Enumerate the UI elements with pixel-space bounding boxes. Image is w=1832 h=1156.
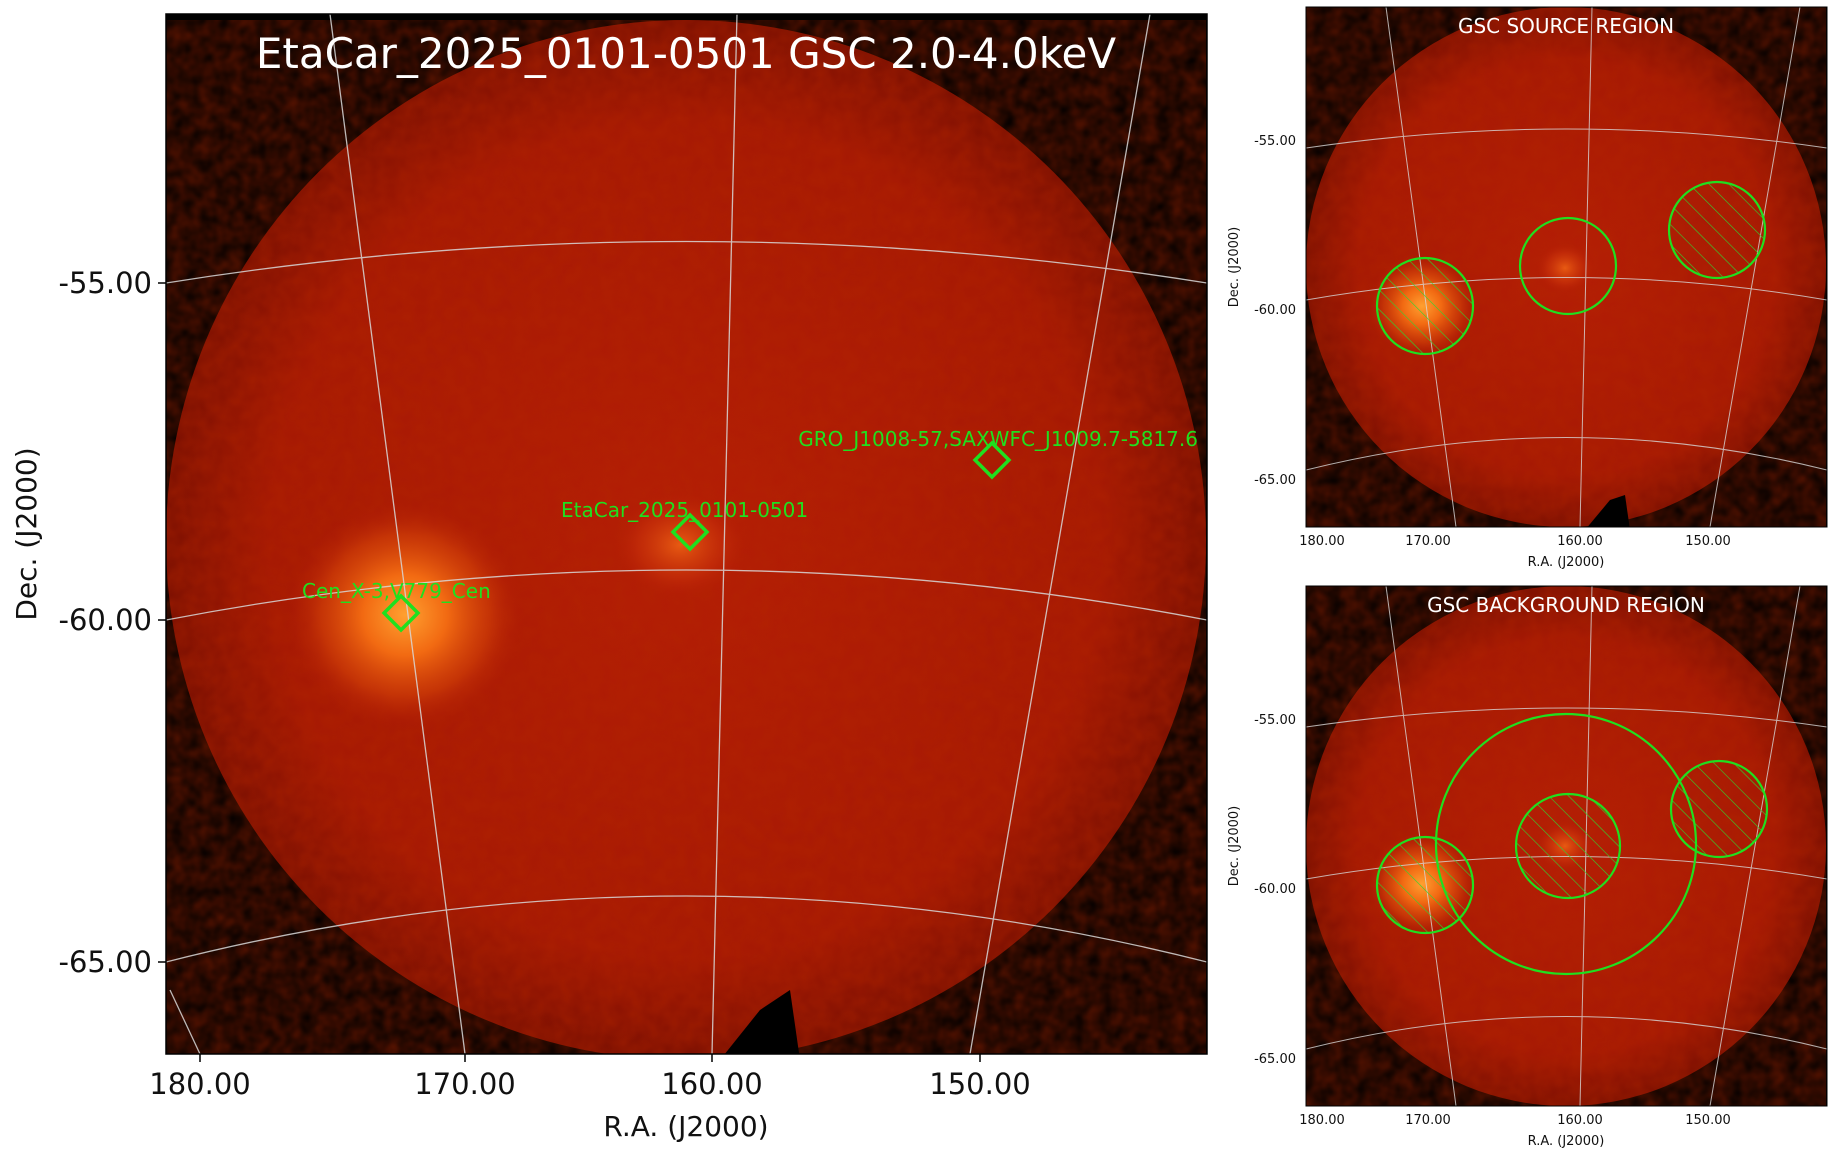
- src-y-tick-55: -55.00: [1254, 134, 1296, 149]
- main-axis-ticks: [158, 282, 981, 1062]
- main-y-tick-65: -65.00: [59, 945, 153, 979]
- main-x-tick-180: 180.00: [149, 1067, 250, 1101]
- src-y-tick-60: -60.00: [1254, 303, 1296, 318]
- background-exclusion-cen-x3: [1375, 835, 1475, 935]
- gro-j1008-label: GRO_J1008-57,SAXWFC_J1009.7-5817.6: [798, 427, 1198, 451]
- source-region-panel: GSC SOURCE REGION 180.00 170.00 160.00 1…: [1227, 6, 1828, 570]
- src-x-tick-150: 150.00: [1685, 534, 1731, 549]
- gro-j1008-marker: [972, 440, 1012, 480]
- src-x-tick-180: 180.00: [1299, 534, 1345, 549]
- main-panel: GRO_J1008-57,SAXWFC_J1009.7-5817.6 EtaCa…: [10, 13, 1208, 1143]
- src-x-tick-170: 170.00: [1405, 534, 1451, 549]
- cen-x3-marker: [381, 593, 421, 633]
- source-panel-title: GSC SOURCE REGION: [1458, 14, 1674, 38]
- background-exclusion-etacar: [1514, 792, 1622, 900]
- main-y-tick-60: -60.00: [59, 603, 153, 637]
- main-coordinate-grid: [166, 14, 1207, 1054]
- source-region-cen-x3-circle: [1375, 256, 1475, 356]
- background-region-panel: GSC BACKGROUND REGION 180.00 170.00 160.…: [1227, 585, 1828, 1149]
- bkg-y-tick-60: -60.00: [1254, 882, 1296, 897]
- main-y-axis-label: Dec. (J2000): [10, 447, 43, 620]
- etacar-label: EtaCar_2025_0101-0501: [561, 498, 808, 522]
- src-x-axis-label: R.A. (J2000): [1528, 555, 1605, 570]
- bkg-x-tick-170: 170.00: [1405, 1113, 1451, 1128]
- main-x-axis-label: R.A. (J2000): [603, 1110, 768, 1143]
- etacar-marker: [670, 512, 710, 552]
- bkg-x-tick-160: 160.00: [1557, 1113, 1603, 1128]
- main-title: EtaCar_2025_0101-0501 GSC 2.0-4.0keV: [256, 29, 1117, 78]
- source-frame: [1305, 6, 1828, 528]
- source-region-gro-circle: [1667, 180, 1767, 280]
- main-frame: [165, 13, 1208, 1055]
- background-frame: [1305, 585, 1828, 1107]
- bkg-y-tick-55: -55.00: [1254, 713, 1296, 728]
- main-x-tick-160: 160.00: [661, 1067, 762, 1101]
- bkg-x-tick-150: 150.00: [1685, 1113, 1731, 1128]
- background-exclusion-gro: [1669, 759, 1769, 859]
- bkg-x-axis-label: R.A. (J2000): [1528, 1134, 1605, 1149]
- main-x-tick-150: 150.00: [929, 1067, 1030, 1101]
- background-panel-title: GSC BACKGROUND REGION: [1427, 593, 1705, 617]
- etacar-emission: [610, 490, 750, 600]
- background-sky-map: [1306, 586, 1827, 1106]
- bkg-y-tick-65: -65.00: [1254, 1052, 1296, 1067]
- bkg-x-tick-180: 180.00: [1299, 1113, 1345, 1128]
- cen-x3-emission: [285, 500, 525, 730]
- main-y-tick-55: -55.00: [59, 266, 153, 300]
- main-x-tick-170: 170.00: [414, 1067, 515, 1101]
- bkg-y-axis-label: Dec. (J2000): [1227, 806, 1242, 886]
- source-region-etacar-circle: [1518, 216, 1618, 316]
- source-sky-map: [1306, 7, 1827, 527]
- src-y-tick-65: -65.00: [1254, 473, 1296, 488]
- src-x-tick-160: 160.00: [1557, 534, 1603, 549]
- main-sky-map: GRO_J1008-57,SAXWFC_J1009.7-5817.6 EtaCa…: [166, 14, 1207, 1054]
- cen-x3-label: Cen_X-3,V779_Cen: [302, 579, 491, 603]
- src-y-axis-label: Dec. (J2000): [1227, 227, 1242, 307]
